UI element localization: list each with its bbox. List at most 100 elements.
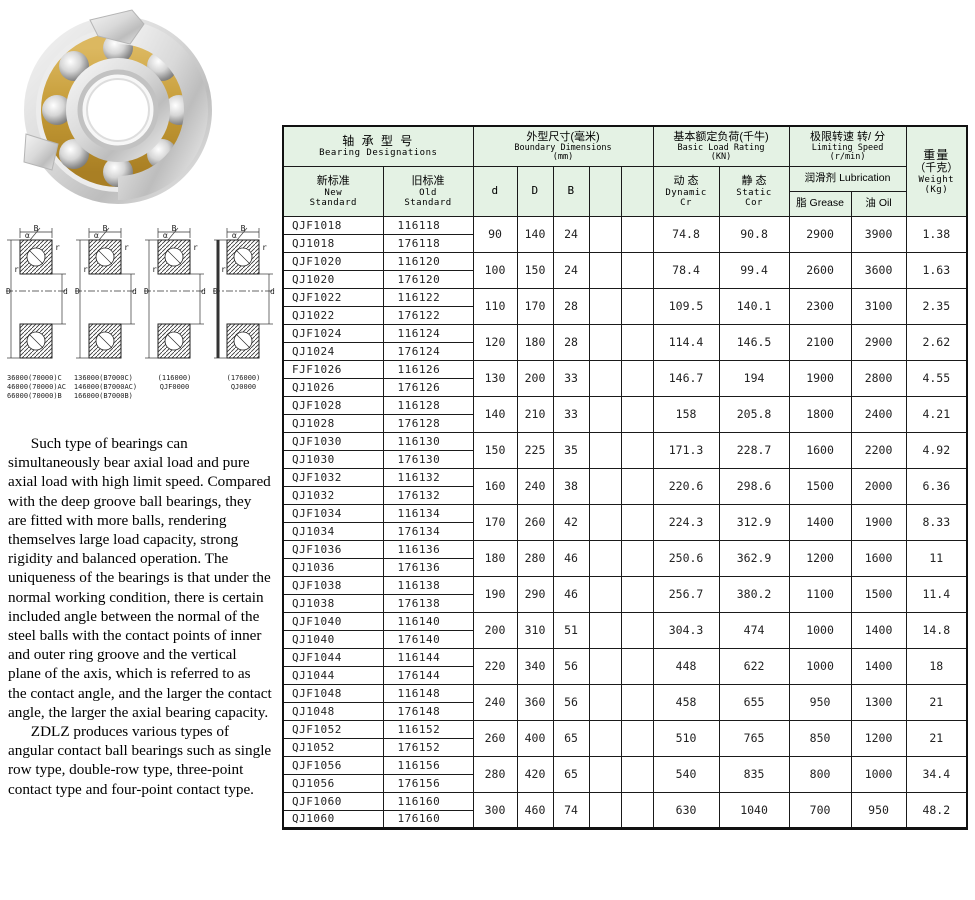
cell-width-B: 28 — [552, 323, 590, 361]
cell-old-standard: 116156 — [382, 755, 474, 775]
cell-static-cor: 1040 — [718, 791, 790, 829]
cell-static-cor: 194 — [718, 359, 790, 397]
cell-width-B: 42 — [552, 503, 590, 541]
description-text: Such type of bearings can simultaneously… — [8, 434, 272, 799]
header-old-standard: 旧标准 Old Standard — [382, 165, 474, 217]
cell-new-standard: QJF1020 — [282, 251, 384, 271]
cell-width-B: 74 — [552, 791, 590, 829]
cell-dynamic-cr: 458 — [652, 683, 720, 721]
cell-empty-2 — [620, 791, 654, 829]
cell-old-standard: 116122 — [382, 287, 474, 307]
cell-new-standard: QJ1044 — [282, 665, 384, 685]
cell-outer-D: 400 — [516, 719, 554, 757]
cell-static-cor: 474 — [718, 611, 790, 649]
cell-oil-speed: 950 — [850, 791, 907, 829]
cell-empty-2 — [620, 539, 654, 577]
cell-empty-2 — [620, 755, 654, 793]
svg-text:D: D — [213, 287, 218, 296]
cell-new-standard: QJ1018 — [282, 233, 384, 253]
cell-width-B: 38 — [552, 467, 590, 505]
cell-empty-1 — [588, 683, 622, 721]
cell-outer-D: 150 — [516, 251, 554, 289]
cell-empty-1 — [588, 323, 622, 361]
cell-bore-d: 140 — [472, 395, 518, 433]
cell-dynamic-cr: 540 — [652, 755, 720, 793]
cell-empty-2 — [620, 215, 654, 253]
svg-text:r: r — [262, 243, 267, 252]
svg-text:B: B — [241, 224, 246, 233]
cell-bore-d: 300 — [472, 791, 518, 829]
cell-old-standard: 116136 — [382, 539, 474, 559]
drawing-caption-1: 36000(70000)C 46000(70000)AC 66000(70000)B — [6, 374, 66, 400]
cell-bore-d: 220 — [472, 647, 518, 685]
cell-bore-d: 100 — [472, 251, 518, 289]
cell-oil-speed: 3600 — [850, 251, 907, 289]
cell-dynamic-cr: 256.7 — [652, 575, 720, 613]
cell-new-standard: QJF1034 — [282, 503, 384, 523]
svg-text:α: α — [25, 231, 30, 240]
cell-grease-speed: 1000 — [788, 611, 852, 649]
cell-bore-d: 130 — [472, 359, 518, 397]
cell-empty-1 — [588, 719, 622, 757]
cell-oil-speed: 3900 — [850, 215, 907, 253]
cell-width-B: 35 — [552, 431, 590, 469]
cell-old-standard: 176160 — [382, 809, 474, 829]
cell-empty-1 — [588, 647, 622, 685]
cell-new-standard: QJ1048 — [282, 701, 384, 721]
cell-empty-1 — [588, 503, 622, 541]
cell-static-cor: 90.8 — [718, 215, 790, 253]
header-col-empty-1 — [588, 165, 622, 217]
cell-weight: 14.8 — [905, 611, 968, 649]
cell-weight: 21 — [905, 719, 968, 757]
cell-bore-d: 110 — [472, 287, 518, 325]
cell-empty-1 — [588, 251, 622, 289]
cell-outer-D: 360 — [516, 683, 554, 721]
cell-old-standard: 176130 — [382, 449, 474, 469]
cell-old-standard: 176140 — [382, 629, 474, 649]
spec-table: 轴 承 型 号 Bearing Designations 外型尺寸(毫米) Bo… — [282, 125, 969, 830]
cell-new-standard: QJ1056 — [282, 773, 384, 793]
cell-grease-speed: 1800 — [788, 395, 852, 433]
svg-text:d: d — [270, 287, 275, 296]
drawing-caption-4: (176000) QJ0000 — [226, 374, 261, 391]
svg-text:D: D — [6, 287, 11, 296]
header-boundary-dimensions: 外型尺寸(毫米) Boundary Dimensions (mm) — [472, 125, 654, 167]
cell-dynamic-cr: 220.6 — [652, 467, 720, 505]
cell-bore-d: 160 — [472, 467, 518, 505]
cell-old-standard: 116130 — [382, 431, 474, 451]
cell-empty-2 — [620, 323, 654, 361]
cell-old-standard: 116144 — [382, 647, 474, 667]
cell-weight: 34.4 — [905, 755, 968, 793]
svg-text:r: r — [221, 265, 226, 274]
cell-weight: 1.38 — [905, 215, 968, 253]
svg-text:D: D — [144, 287, 149, 296]
header-lubrication: 润滑剂 Lubrication — [788, 165, 907, 192]
cell-dynamic-cr: 158 — [652, 395, 720, 433]
cell-grease-speed: 2100 — [788, 323, 852, 361]
cell-old-standard: 176118 — [382, 233, 474, 253]
cell-old-standard: 116152 — [382, 719, 474, 739]
cell-dynamic-cr: 78.4 — [652, 251, 720, 289]
cell-outer-D: 225 — [516, 431, 554, 469]
cell-weight: 4.92 — [905, 431, 968, 469]
cell-outer-D: 340 — [516, 647, 554, 685]
cell-empty-2 — [620, 287, 654, 325]
cell-weight: 2.35 — [905, 287, 968, 325]
cell-bore-d: 180 — [472, 539, 518, 577]
bearing-photo — [12, 2, 222, 220]
description-paragraph-1: Such type of bearings can simultaneously… — [8, 435, 272, 721]
cell-grease-speed: 850 — [788, 719, 852, 757]
cell-width-B: 65 — [552, 719, 590, 757]
cell-empty-2 — [620, 611, 654, 649]
cell-old-standard: 116134 — [382, 503, 474, 523]
cell-empty-1 — [588, 755, 622, 793]
cell-width-B: 24 — [552, 215, 590, 253]
cell-empty-2 — [620, 359, 654, 397]
cell-dynamic-cr: 630 — [652, 791, 720, 829]
svg-text:B: B — [34, 224, 39, 233]
svg-text:r: r — [83, 265, 88, 274]
cell-new-standard: QJF1038 — [282, 575, 384, 595]
